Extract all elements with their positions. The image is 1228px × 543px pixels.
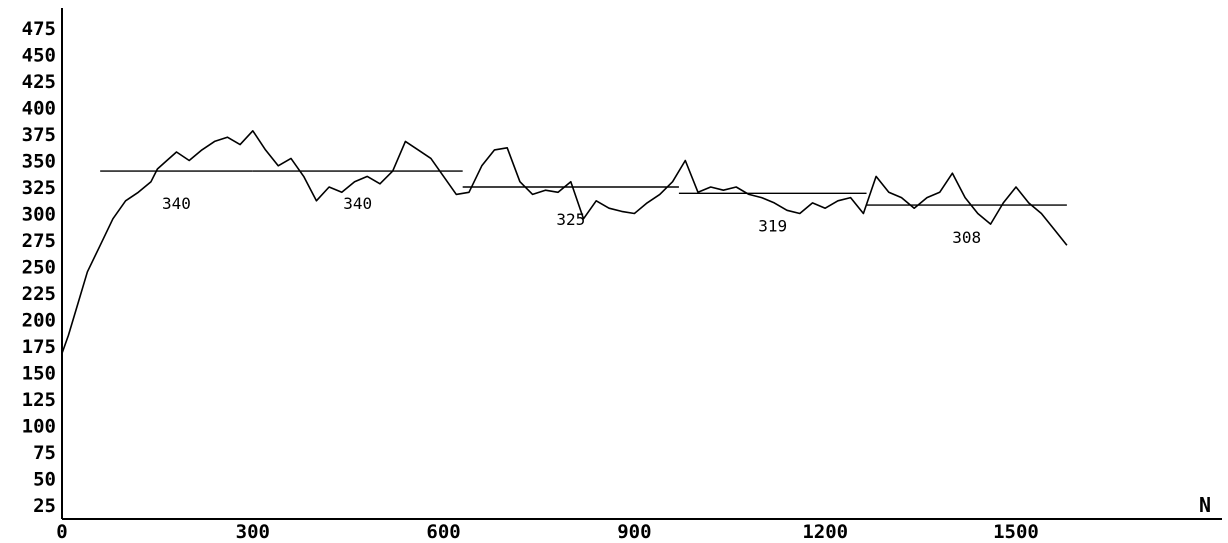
y-tick-labels: 25 50 75 100 125 150 175 200 225 250 275 300 325 350 3… xyxy=(22,18,56,517)
mean-segment-label: 308 xyxy=(952,228,981,247)
x-tick-label: 600 xyxy=(426,521,460,543)
y-tick-label: 100 xyxy=(22,416,56,438)
x-axis-label: N xyxy=(1199,493,1211,517)
x-tick-label: 1200 xyxy=(802,521,848,543)
y-tick-label: 150 xyxy=(22,363,56,385)
y-tick-label: 225 xyxy=(22,283,56,305)
y-tick-label: 475 xyxy=(22,18,56,40)
mean-segment-label: 319 xyxy=(758,216,787,235)
y-tick-label: 450 xyxy=(22,45,56,67)
y-tick-label: 175 xyxy=(22,336,56,358)
y-tick-label: 25 xyxy=(33,495,56,517)
mean-segment-label: 340 xyxy=(162,194,191,213)
y-tick-label: 350 xyxy=(22,151,56,173)
x-tick-label: 300 xyxy=(236,521,270,543)
y-tick-label: 75 xyxy=(33,442,56,464)
y-tick-label: 50 xyxy=(33,469,56,491)
y-tick-label: 300 xyxy=(22,204,56,226)
x-tick-labels: 0 300 600 900 1200 1500 xyxy=(56,521,1039,543)
y-tick-label: 375 xyxy=(22,124,56,146)
mean-segment-label: 340 xyxy=(343,194,372,213)
y-tick-label: 200 xyxy=(22,310,56,332)
series-line xyxy=(61,130,1068,354)
x-tick-label: 1500 xyxy=(993,521,1039,543)
x-tick-label: 900 xyxy=(617,521,651,543)
mean-segments: 340 340 325 319 308 xyxy=(100,170,1067,247)
y-tick-label: 400 xyxy=(22,98,56,120)
y-tick-label: 250 xyxy=(22,257,56,279)
mean-segment-label: 325 xyxy=(556,210,585,229)
y-tick-label: 325 xyxy=(22,177,56,199)
x-tick-label: 0 xyxy=(56,521,67,543)
y-tick-label: 275 xyxy=(22,230,56,252)
y-tick-label: 425 xyxy=(22,71,56,93)
y-tick-label: 125 xyxy=(22,389,56,411)
